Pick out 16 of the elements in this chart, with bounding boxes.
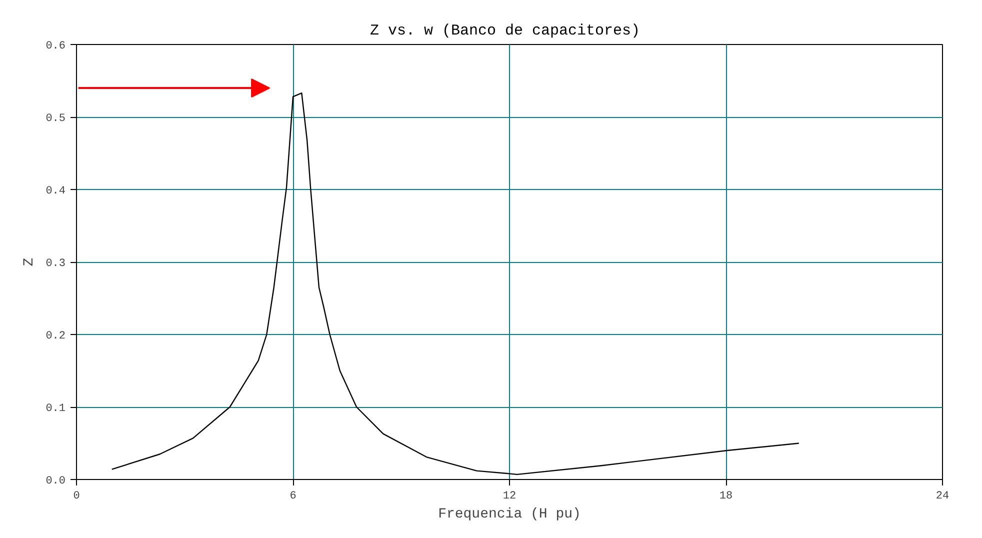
y-tick-label: 0.0 [46,476,66,488]
y-tick-label: 0.1 [46,403,66,415]
x-tick-label: 6 [290,490,296,502]
y-tick-label: 0.4 [46,186,66,198]
x-axis-title: Frequencia (H pu) [438,506,581,522]
y-tick-label: 0.6 [46,40,66,52]
y-tick-label: 0.2 [46,330,66,342]
x-tick-label: 18 [719,490,733,502]
line-series [111,92,800,476]
y-tick-label: 0.5 [46,113,66,125]
x-tick-label: 0 [73,490,80,502]
y-tick-label: 0.3 [46,258,66,270]
x-tick-label: 24 [936,490,950,502]
chart-title: Z vs. w (Banco de capacitores) [370,22,640,40]
y-axis-title: Z [22,258,38,266]
x-tick-label: 12 [502,490,516,502]
